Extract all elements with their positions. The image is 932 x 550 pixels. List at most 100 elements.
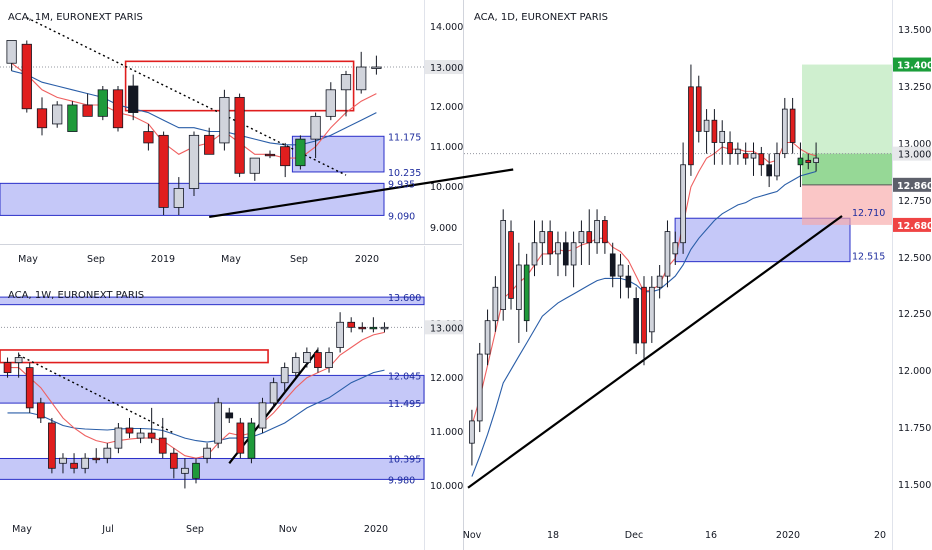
candle-body (264, 153, 276, 157)
candle-body (169, 452, 178, 469)
x-tick-label: Dec (625, 530, 643, 541)
y-tick-label: 10.000 (430, 481, 463, 492)
candle-body (325, 89, 336, 117)
candle-body (258, 402, 267, 429)
candle-body (781, 108, 788, 155)
candle-body (347, 321, 356, 328)
candle-body (813, 157, 819, 163)
downtrend-dotted-line (26, 17, 347, 176)
candle-body (295, 138, 306, 167)
candle-body (219, 96, 230, 144)
candle-body (562, 242, 569, 266)
candle-body (158, 134, 169, 208)
candle-body (594, 220, 600, 244)
candle-body (336, 321, 344, 348)
chart-title: ACA, 1D, EURONEXT PARIS (474, 12, 608, 23)
candle-body (484, 320, 491, 355)
candle-body (547, 231, 553, 255)
candle-body (500, 220, 507, 310)
candle-body (766, 164, 772, 177)
candle-body (719, 130, 726, 143)
candle-body (469, 420, 475, 444)
y-tick-label: 12.000 (430, 373, 463, 384)
candle-body (225, 412, 234, 419)
candle-body (247, 422, 256, 459)
panel-weekly[interactable]: ACA, 1W, EURONEXT PARIS 13.000 12.000 11.00… (0, 290, 463, 535)
x-tick-label: Sep (87, 254, 105, 265)
level-label: 9.980 (388, 475, 415, 486)
current-price-value: 13.000 (898, 150, 931, 161)
x-tick-label: 20 (874, 530, 886, 541)
candle-body (128, 85, 139, 113)
candle-body (664, 231, 671, 277)
support-zone (0, 296, 425, 306)
candle-body (539, 231, 546, 244)
candle-body (136, 432, 145, 439)
level-label: 9.935 (388, 179, 415, 190)
level-label: 12.045 (388, 371, 421, 382)
candle-body (188, 134, 200, 189)
ema-slow-line (7, 369, 385, 443)
candle-body (36, 402, 45, 419)
candle-body (236, 422, 245, 454)
candle-body (36, 108, 48, 129)
candle-body (617, 264, 624, 277)
y-tick-label: 11.000 (430, 142, 463, 153)
x-tick-label: 18 (547, 530, 559, 541)
panel-daily[interactable]: ACA, 1D, EURONEXT PARIS 13.500 13.250 13.00… (463, 12, 932, 541)
candle-body (531, 242, 538, 266)
candle-body (774, 153, 780, 177)
candle-body (508, 231, 514, 299)
candle-body (310, 115, 321, 140)
candle-body (340, 74, 352, 91)
candle-body (143, 131, 154, 144)
candle-body (82, 104, 93, 117)
y-tick-label: 11.000 (430, 427, 463, 438)
candle-body (52, 104, 63, 125)
current-price-badge (893, 146, 931, 161)
y-tick-label: 10.000 (430, 182, 463, 193)
candle-body (641, 286, 647, 344)
candle-body (314, 352, 322, 368)
x-tick-label: Sep (186, 524, 204, 535)
x-tick-label: 16 (705, 530, 717, 541)
x-tick-label: 2020 (776, 530, 800, 541)
candle-body (695, 86, 702, 132)
y-tick-label: 9.000 (430, 223, 457, 234)
y-tick-label: 11.750 (898, 423, 931, 434)
candle-body (633, 298, 640, 344)
candle-body (625, 275, 632, 288)
x-tick-label: May (18, 254, 38, 265)
candle-body (21, 43, 32, 110)
candle-body (114, 427, 123, 449)
candle-body (103, 447, 112, 459)
level-label: 12.710 (852, 208, 885, 219)
candle-body (380, 326, 389, 330)
candle-body (249, 157, 260, 174)
candle-body (570, 242, 577, 266)
candle-body (92, 457, 101, 461)
downtrend-dotted-line (18, 354, 175, 434)
candle-body (14, 357, 23, 363)
target-price-badge (893, 57, 931, 72)
y-tick-label: 11.500 (898, 480, 931, 491)
candle-body (727, 142, 733, 155)
x-tick-label: Nov (463, 530, 482, 541)
level-label: 10.235 (388, 168, 421, 179)
level-label: 13.600 (388, 293, 421, 304)
level-label: 11.175 (388, 132, 421, 143)
panel-monthly[interactable]: ACA, 1M, EURONEXT PARIS 14.000 13.000 12.00… (0, 12, 514, 265)
candle-body (578, 231, 585, 244)
level-label: 10.395 (388, 454, 421, 465)
level-label: 11.495 (388, 399, 421, 410)
candle-body (181, 467, 189, 474)
entry-price-badge (893, 177, 931, 192)
stop-price-value: 12.680 (897, 221, 932, 232)
x-tick-label: May (221, 254, 241, 265)
candle-body (325, 352, 333, 368)
candle-body (476, 353, 483, 422)
candle-body (492, 286, 499, 322)
ema-fast-line (7, 331, 385, 459)
stop-zone (802, 184, 892, 225)
candle-body (59, 457, 67, 464)
